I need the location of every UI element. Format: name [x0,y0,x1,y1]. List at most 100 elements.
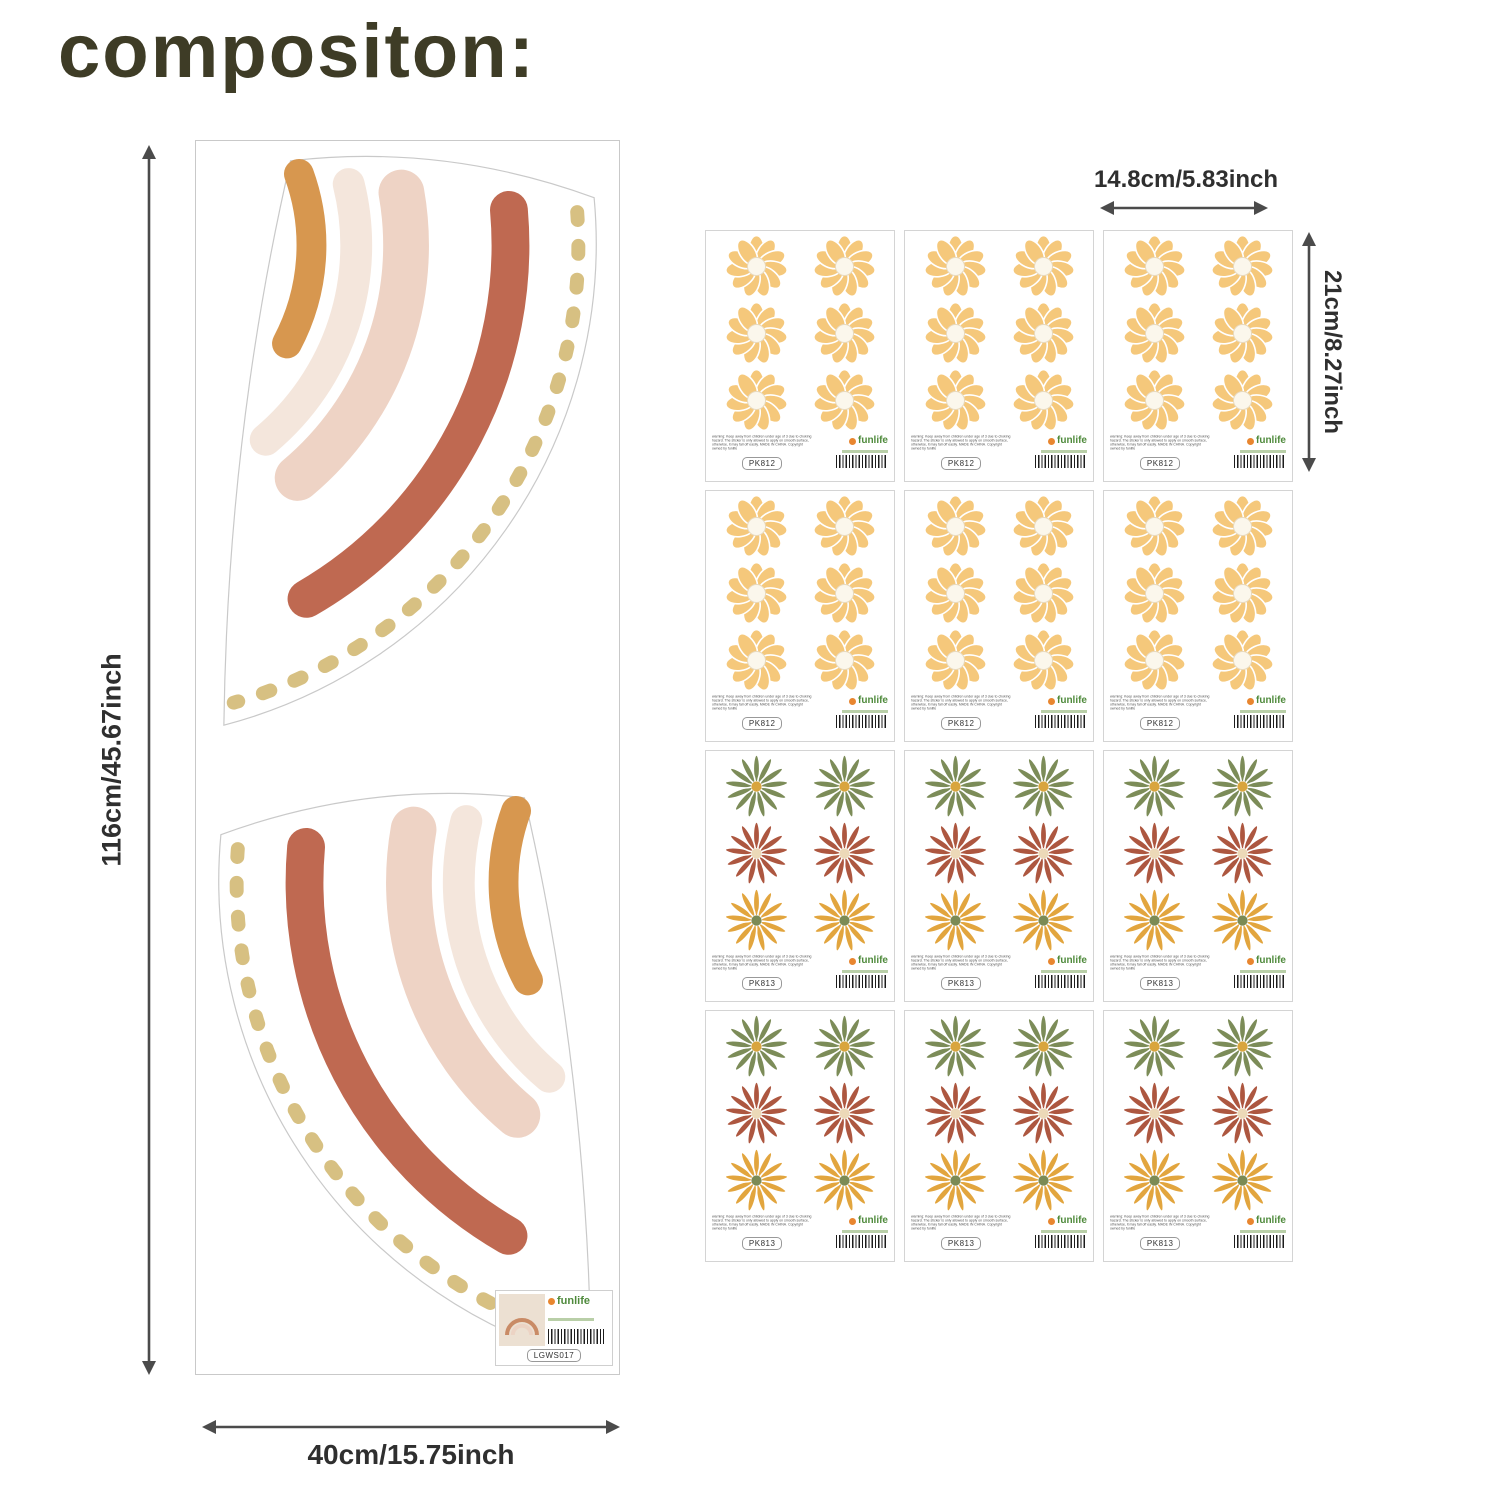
sun-icon [1247,1217,1254,1225]
funlife-logo: funlife [849,436,888,446]
brand-tagline-bar [1240,450,1286,453]
gold-aster-sticker [723,1148,789,1212]
rust-aster-sticker [811,1081,877,1145]
warning-text: warning: Keep away from children under a… [712,435,812,451]
panel-height-dimension-arrow [142,145,156,1375]
yellow-daisy-sticker [1122,301,1186,365]
sheet-footer: warning: Keep away from children under a… [911,694,1087,738]
brand-tagline-bar [1041,970,1087,973]
funlife-logo: funlife [1247,436,1286,446]
sticker-sheet-yellow: warning: Keep away from children under a… [904,230,1094,482]
sheet-footer: warning: Keep away from children under a… [712,1214,888,1258]
barcode [1035,975,1087,988]
green-aster-sticker [811,754,877,818]
sun-icon [1048,957,1055,965]
sticker-sheet-multi: warning: Keep away from children under a… [705,750,895,1002]
sheet-sku-label: PK813 [741,1236,783,1250]
sun-icon [1247,957,1254,965]
funlife-logo: funlife [1247,956,1286,966]
panel-width-dimension-arrow [202,1420,620,1434]
brand-tagline-bar [842,970,888,973]
yellow-daisy-sticker [812,561,876,625]
sheet-footer: warning: Keep away from children under a… [712,434,888,478]
yellow-daisy-sticker [812,368,876,432]
flower-stickers [911,493,1087,694]
sheet-width-dimension-arrow [1100,201,1268,215]
yellow-daisy-sticker [1210,234,1274,298]
page-title: compositon: [58,9,536,94]
sun-icon [548,1298,555,1305]
sheet-sku-label: PK812 [1139,456,1181,470]
barcode [1234,975,1286,988]
barcode [1035,1235,1087,1248]
sticker-sheet-multi: warning: Keep away from children under a… [1103,1010,1293,1262]
yellow-daisy-sticker [1122,628,1186,692]
yellow-daisy-sticker [923,368,987,432]
rust-aster-sticker [723,1081,789,1145]
yellow-daisy-sticker [923,234,987,298]
yellow-daisy-sticker [1011,301,1075,365]
yellow-daisy-sticker [724,368,788,432]
sheet-footer: warning: Keep away from children under a… [1110,954,1286,998]
yellow-daisy-sticker [1011,494,1075,558]
barcode [1035,715,1087,728]
sheet-sku-label: PK812 [1139,716,1181,730]
sun-icon [849,697,856,705]
brand-name: funlife [557,1295,590,1307]
green-aster-sticker [723,754,789,818]
yellow-daisy-sticker [923,301,987,365]
barcode [1234,715,1286,728]
flower-stickers [1110,1013,1286,1214]
yellow-daisy-sticker [1210,561,1274,625]
sun-icon [1048,1217,1055,1225]
barcode [1234,455,1286,468]
sheet-sku-label: PK813 [940,1236,982,1250]
barcode [836,455,888,468]
flower-stickers [911,1013,1087,1214]
flower-stickers [1110,493,1286,694]
rust-aster-sticker [1209,1081,1275,1145]
panel-height-label: 116cm/45.67inch [96,653,127,867]
sheet-sku-label: PK812 [741,716,783,730]
sticker-sheet-multi: warning: Keep away from children under a… [1103,750,1293,1002]
warning-text: warning: Keep away from children under a… [911,435,1011,451]
funlife-logo: funlife [1247,1216,1286,1226]
sheet-footer: warning: Keep away from children under a… [712,954,888,998]
gold-aster-sticker [723,888,789,952]
warning-text: warning: Keep away from children under a… [911,955,1011,971]
rust-aster-sticker [723,821,789,885]
sheet-sku-label: PK813 [1139,1236,1181,1250]
warning-text: warning: Keep away from children under a… [712,1215,812,1231]
green-aster-sticker [1121,1014,1187,1078]
sticker-sheet-multi: warning: Keep away from children under a… [705,1010,895,1262]
yellow-daisy-sticker [724,234,788,298]
sheet-footer: warning: Keep away from children under a… [1110,694,1286,738]
brand-label-area: funlife LGWS017 [495,1290,613,1366]
sun-icon [1048,437,1055,445]
yellow-daisy-sticker [812,234,876,298]
rainbow-decal-graphic [196,141,619,1374]
green-aster-sticker [922,1014,988,1078]
gold-aster-sticker [922,1148,988,1212]
panel-sku-label: LGWS017 [526,1349,582,1362]
green-aster-sticker [1010,754,1076,818]
yellow-daisy-sticker [724,301,788,365]
green-aster-sticker [1121,754,1187,818]
gold-aster-sticker [811,1148,877,1212]
sticker-sheet-yellow: warning: Keep away from children under a… [705,230,895,482]
gold-aster-sticker [922,888,988,952]
warning-text: warning: Keep away from children under a… [712,695,812,711]
yellow-daisy-sticker [1122,561,1186,625]
yellow-daisy-sticker [1011,561,1075,625]
sheet-sku-label: PK812 [741,456,783,470]
green-aster-sticker [723,1014,789,1078]
rust-aster-sticker [1121,1081,1187,1145]
sticker-sheet-grid: warning: Keep away from children under a… [705,230,1293,1262]
sun-icon [1048,697,1055,705]
yellow-daisy-sticker [1122,368,1186,432]
barcode [1035,455,1087,468]
sheet-sku-label: PK812 [940,456,982,470]
brand-tagline-bar [1041,1230,1087,1233]
sticker-sheet-yellow: warning: Keep away from children under a… [705,490,895,742]
yellow-daisy-sticker [812,494,876,558]
